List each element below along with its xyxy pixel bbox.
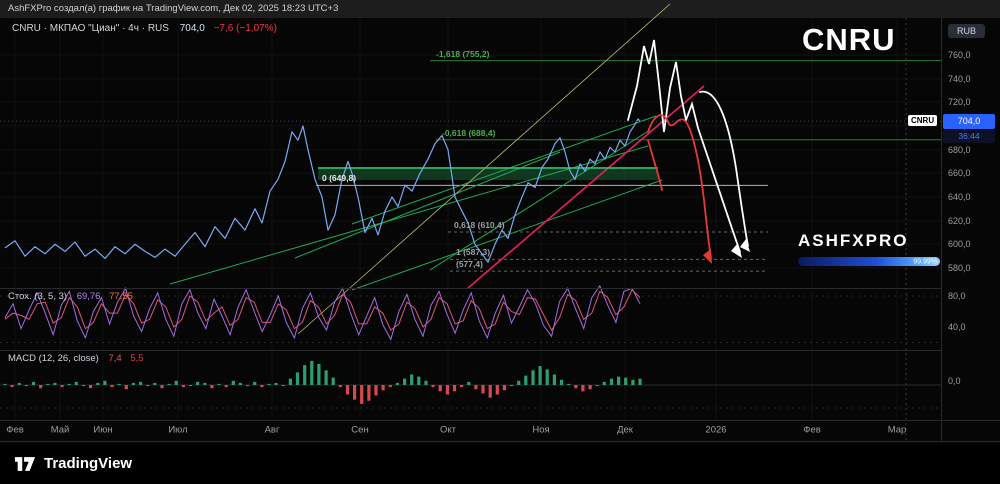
price-scale-label: 740,0 <box>948 74 971 84</box>
time-scale-label: Дек <box>617 424 633 436</box>
time-scale-label: 2026 <box>705 424 727 436</box>
fib-level-label: 0,618 (610,4) <box>454 220 505 231</box>
fib-level-label: -0,618 (688,4) <box>442 127 496 138</box>
time-scale-label: Июн <box>93 424 113 436</box>
fib-level-label: -1,618 (755,2) <box>436 48 490 59</box>
price-scale-label: 620,0 <box>948 216 971 226</box>
fib-level-label: (577,4) <box>456 259 483 270</box>
author-brand: ASHFXPRO 99.99% <box>798 231 940 266</box>
macd-title[interactable]: MACD (12, 26, close) <box>8 353 99 364</box>
stoch-d-value: 77,55 <box>109 291 133 302</box>
price-scale-label: 760,0 <box>948 50 971 60</box>
fib-level-label: 1 (587,3) <box>456 247 491 258</box>
macd-legend[interactable]: MACD (12, 26, close) 7,4 5,5 <box>8 353 144 364</box>
price-scale-label: 720,0 <box>948 97 971 107</box>
last-price: 704,0 <box>179 23 205 34</box>
time-scale-label: Май <box>50 424 70 436</box>
tradingview-logo-icon[interactable] <box>14 456 36 472</box>
stoch-legend[interactable]: Стох. (3, 5, 3) 69,76 77,55 <box>8 291 133 302</box>
price-scale-label: 600,0 <box>948 239 971 249</box>
footer: TradingView <box>0 443 1000 484</box>
price-scale-label: 40,0 <box>948 322 966 332</box>
price-scale-label: 0,0 <box>948 376 961 386</box>
time-scale-label: Фев <box>803 424 821 436</box>
tradingview-wordmark[interactable]: TradingView <box>44 455 133 472</box>
macd-value-2: 5,5 <box>130 353 144 364</box>
symbol-watermark: CNRU <box>802 22 896 57</box>
share-header-text: AshFXPro создал(а) график на TradingView… <box>8 3 339 14</box>
author-brand-progress-bar: 99.99% <box>798 257 940 266</box>
symbol-legend[interactable]: CNRU · МКПАО "Циан" · 4ч · RUS 704,0 −7,… <box>12 23 277 34</box>
price-scale-label: 680,0 <box>948 145 971 155</box>
price-scale-label: 80,0 <box>948 291 966 301</box>
share-header: AshFXPro создал(а) график на TradingView… <box>0 0 1000 18</box>
price-scale-label: 640,0 <box>948 192 971 202</box>
price-scale-label: 580,0 <box>948 263 971 273</box>
time-scale-label: Сен <box>351 424 369 436</box>
currency-button[interactable]: RUB <box>948 24 986 38</box>
author-brand-name: ASHFXPRO <box>798 231 909 250</box>
price-change: −7,6 (−1,07%) <box>213 23 277 34</box>
stoch-title[interactable]: Стох. (3, 5, 3) <box>8 291 68 302</box>
author-brand-percent: 99.99% <box>913 258 937 265</box>
symbol-title[interactable]: CNRU · МКПАО "Циан" · 4ч · RUS <box>12 23 169 34</box>
time-scale-label: Фев <box>6 424 24 436</box>
symbol-price-tag: CNRU <box>908 115 938 126</box>
time-scale-label: Авг <box>264 424 280 436</box>
time-scale-label: Июл <box>168 424 188 436</box>
bar-countdown: 36:44 <box>943 130 995 143</box>
fib-level-label: 0 (649,8) <box>322 173 357 184</box>
last-price-label: 704,0 <box>943 114 995 129</box>
price-scale-label: 660,0 <box>948 168 971 178</box>
time-scale-label: Окт <box>439 424 457 436</box>
macd-value-1: 7,4 <box>108 353 122 364</box>
stoch-k-value: 69,76 <box>76 291 101 302</box>
time-scale-label: Ноя <box>532 424 550 436</box>
time-scale-label: Мар <box>887 424 907 436</box>
